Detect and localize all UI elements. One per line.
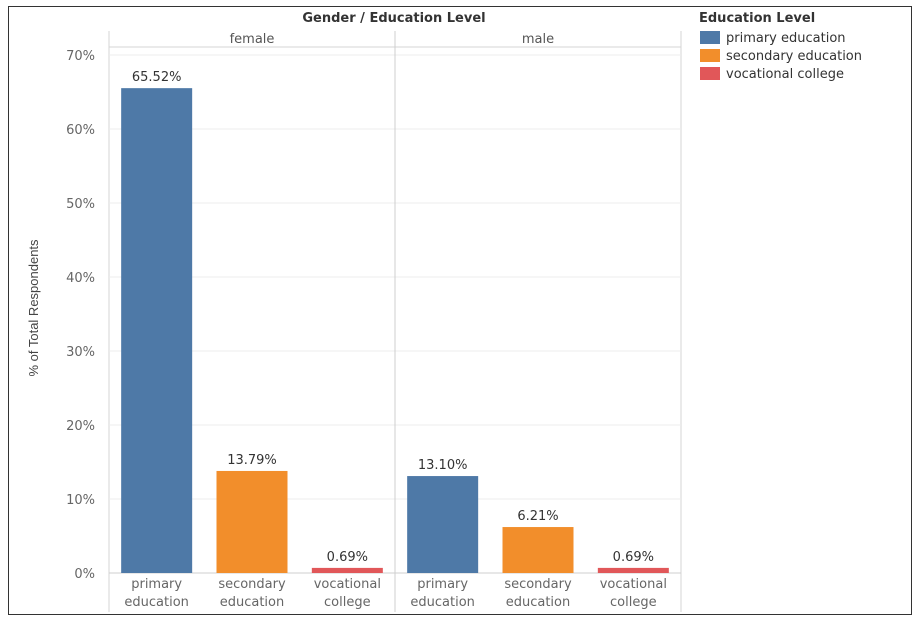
y-axis-label: % of Total Respondents (26, 239, 41, 377)
panel-header: male (522, 32, 554, 47)
y-tick-label: 0% (74, 567, 95, 582)
chart-text: Gender / Education Level % of Total Resp… (26, 11, 815, 610)
legend-entry-label: vocational college (726, 67, 844, 82)
legend-swatch (700, 49, 720, 62)
legend-entry-label: primary education (726, 31, 846, 46)
legend-entry-label: secondary education (726, 49, 862, 64)
data-label: 13.10% (418, 458, 468, 473)
x-tick-label: vocational (314, 577, 381, 592)
panel-header: female (230, 32, 275, 47)
bar (597, 567, 669, 573)
gridlines (108, 31, 682, 612)
bar (311, 567, 383, 573)
x-tick-label: college (610, 595, 657, 610)
x-tick-label: secondary (218, 577, 286, 592)
bars (121, 88, 669, 573)
legend-swatch (700, 67, 720, 80)
x-tick-label: secondary (504, 577, 572, 592)
x-tick-label: education (220, 595, 285, 610)
legend: primary education secondary education voca… (700, 31, 862, 82)
y-tick-label: 50% (66, 197, 95, 212)
y-tick-label: 70% (66, 49, 95, 64)
data-label: 0.69% (327, 550, 368, 565)
data-label: 65.52% (132, 70, 182, 85)
bar (407, 476, 479, 573)
bar (502, 527, 574, 573)
x-tick-label: college (324, 595, 371, 610)
data-label: 6.21% (517, 509, 558, 524)
x-tick-label: primary (417, 577, 468, 592)
y-tick-label: 20% (66, 419, 95, 434)
legend-title: Education Level (699, 11, 815, 26)
x-tick-label: education (124, 595, 189, 610)
x-tick-label: education (506, 595, 571, 610)
data-label: 0.69% (613, 550, 654, 565)
y-tick-label: 40% (66, 271, 95, 286)
x-tick-label: primary (131, 577, 182, 592)
data-label: 13.79% (227, 453, 277, 468)
bar (121, 88, 193, 573)
bar (216, 470, 288, 573)
y-tick-label: 10% (66, 493, 95, 508)
legend-swatch (700, 31, 720, 44)
x-tick-label: education (410, 595, 475, 610)
y-tick-label: 60% (66, 123, 95, 138)
chart-title: Gender / Education Level (302, 11, 485, 26)
x-tick-label: vocational (600, 577, 667, 592)
y-tick-label: 30% (66, 345, 95, 360)
